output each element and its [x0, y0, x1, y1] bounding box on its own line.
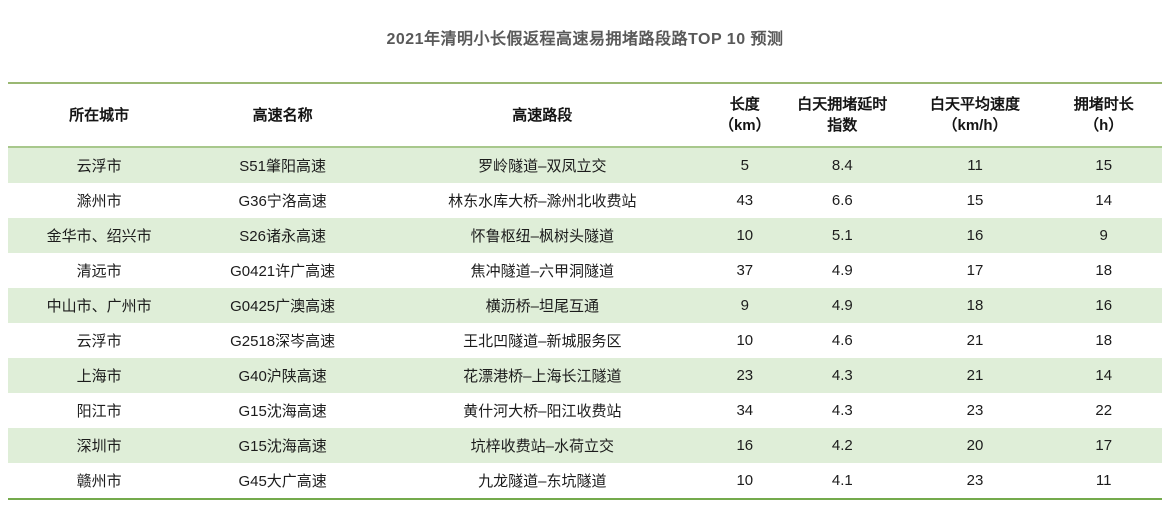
table-cell: 18: [1045, 323, 1162, 358]
table-cell: 黄什河大桥–阳江收费站: [374, 393, 710, 428]
table-cell: 9: [709, 288, 780, 323]
table-cell: S51肇阳高速: [190, 147, 375, 183]
table-container: 所在城市 高速名称 高速路段 长度 （km） 白天拥堵延时 指数 白天平均速度 （km/h…: [8, 82, 1162, 500]
table-cell: 横沥桥–坦尾互通: [374, 288, 710, 323]
table-cell: 云浮市: [8, 323, 191, 358]
table-row-5: 中山市、广州市 G0425广澳高速 横沥桥–坦尾互通 9 4.9 18 16: [8, 288, 1162, 323]
header-cell-4: 白天拥堵延时 指数: [780, 83, 905, 148]
table-cell: 11: [904, 147, 1046, 183]
table-cell: 16: [709, 428, 780, 463]
table-cell: 5.1: [780, 218, 905, 253]
table-cell: 林东水库大桥–滁州北收费站: [374, 183, 710, 218]
table-cell: G15沈海高速: [190, 393, 375, 428]
table-cell: S26诸永高速: [190, 218, 375, 253]
table-row-6: 云浮市 G2518深岑高速 王北凹隧道–新城服务区 10 4.6 21 18: [8, 323, 1162, 358]
header-cell-1: 高速名称: [190, 83, 375, 148]
table-cell: 中山市、广州市: [8, 288, 191, 323]
header-cell-5: 白天平均速度 （km/h）: [904, 83, 1046, 148]
page-title: 2021年清明小长假返程高速易拥堵路段路TOP 10 预测: [386, 31, 784, 48]
table-cell: 21: [904, 323, 1046, 358]
table-cell: 坑梓收费站–水荷立交: [374, 428, 710, 463]
table-cell: 18: [904, 288, 1046, 323]
table-cell: 43: [709, 183, 780, 218]
table-cell: 23: [709, 358, 780, 393]
table-cell: 赣州市: [8, 463, 191, 499]
table-cell: 17: [1045, 428, 1162, 463]
table-row-4: 清远市 G0421许广高速 焦冲隧道–六甲洞隧道 37 4.9 17 18: [8, 253, 1162, 288]
table-cell: 清远市: [8, 253, 191, 288]
table-body: 云浮市 S51肇阳高速 罗岭隧道–双凤立交 5 8.4 11 15 滁州市 G36宁洛高速 林东水…: [8, 147, 1162, 499]
table-cell: 4.6: [780, 323, 905, 358]
table-cell: 16: [1045, 288, 1162, 323]
table-row-10: 赣州市 G45大广高速 九龙隧道–东坑隧道 10 4.1 23 11: [8, 463, 1162, 499]
table-cell: 花漂港桥–上海长江隧道: [374, 358, 710, 393]
header-cell-6: 拥堵时长 （h）: [1045, 83, 1162, 148]
header-row: 所在城市 高速名称 高速路段 长度 （km） 白天拥堵延时 指数 白天平均速度 （km/h…: [8, 83, 1162, 148]
table-row-8: 阳江市 G15沈海高速 黄什河大桥–阳江收费站 34 4.3 23 22: [8, 393, 1162, 428]
table-cell: 10: [709, 323, 780, 358]
table-cell: 5: [709, 147, 780, 183]
table-cell: 金华市、绍兴市: [8, 218, 191, 253]
table-cell: 20: [904, 428, 1046, 463]
table-row-7: 上海市 G40沪陕高速 花漂港桥–上海长江隧道 23 4.3 21 14: [8, 358, 1162, 393]
table-cell: 17: [904, 253, 1046, 288]
table-cell: 10: [709, 463, 780, 499]
table-cell: 14: [1045, 183, 1162, 218]
table-cell: G15沈海高速: [190, 428, 375, 463]
table-cell: 王北凹隧道–新城服务区: [374, 323, 710, 358]
table-cell: G40沪陕高速: [190, 358, 375, 393]
table-cell: 4.9: [780, 288, 905, 323]
table-row-1: 云浮市 S51肇阳高速 罗岭隧道–双凤立交 5 8.4 11 15: [8, 147, 1162, 183]
table-cell: 34: [709, 393, 780, 428]
table-cell: 15: [1045, 147, 1162, 183]
header-cell-3: 长度 （km）: [709, 83, 780, 148]
table-cell: 焦冲隧道–六甲洞隧道: [374, 253, 710, 288]
table-row-2: 滁州市 G36宁洛高速 林东水库大桥–滁州北收费站 43 6.6 15 14: [8, 183, 1162, 218]
table-cell: 10: [709, 218, 780, 253]
table-cell: G0421许广高速: [190, 253, 375, 288]
table-cell: 23: [904, 463, 1046, 499]
congestion-top10-table: 所在城市 高速名称 高速路段 长度 （km） 白天拥堵延时 指数 白天平均速度 （km/h…: [8, 82, 1162, 500]
table-cell: G36宁洛高速: [190, 183, 375, 218]
table-cell: 9: [1045, 218, 1162, 253]
table-cell: 21: [904, 358, 1046, 393]
table-cell: 4.1: [780, 463, 905, 499]
table-cell: 4.2: [780, 428, 905, 463]
table-cell: 16: [904, 218, 1046, 253]
table-cell: 滁州市: [8, 183, 191, 218]
table-cell: 4.3: [780, 393, 905, 428]
header-cell-0: 所在城市: [8, 83, 191, 148]
table-cell: 4.9: [780, 253, 905, 288]
table-cell: 11: [1045, 463, 1162, 499]
table-row-9: 深圳市 G15沈海高速 坑梓收费站–水荷立交 16 4.2 20 17: [8, 428, 1162, 463]
table-cell: G45大广高速: [190, 463, 375, 499]
table-cell: 22: [1045, 393, 1162, 428]
table-cell: 云浮市: [8, 147, 191, 183]
table-cell: 8.4: [780, 147, 905, 183]
table-cell: 23: [904, 393, 1046, 428]
table-cell: G0425广澳高速: [190, 288, 375, 323]
table-row-3: 金华市、绍兴市 S26诸永高速 怀鲁枢纽–枫树头隧道 10 5.1 16 9: [8, 218, 1162, 253]
table-cell: 阳江市: [8, 393, 191, 428]
table-cell: 4.3: [780, 358, 905, 393]
table-cell: 九龙隧道–东坑隧道: [374, 463, 710, 499]
table-cell: 37: [709, 253, 780, 288]
table-header: 所在城市 高速名称 高速路段 长度 （km） 白天拥堵延时 指数 白天平均速度 （km/h…: [8, 83, 1162, 148]
table-cell: 6.6: [780, 183, 905, 218]
table-cell: 怀鲁枢纽–枫树头隧道: [374, 218, 710, 253]
header-cell-2: 高速路段: [374, 83, 710, 148]
table-cell: G2518深岑高速: [190, 323, 375, 358]
table-cell: 15: [904, 183, 1046, 218]
table-cell: 上海市: [8, 358, 191, 393]
table-cell: 14: [1045, 358, 1162, 393]
table-cell: 罗岭隧道–双凤立交: [374, 147, 710, 183]
table-cell: 深圳市: [8, 428, 191, 463]
table-cell: 18: [1045, 253, 1162, 288]
